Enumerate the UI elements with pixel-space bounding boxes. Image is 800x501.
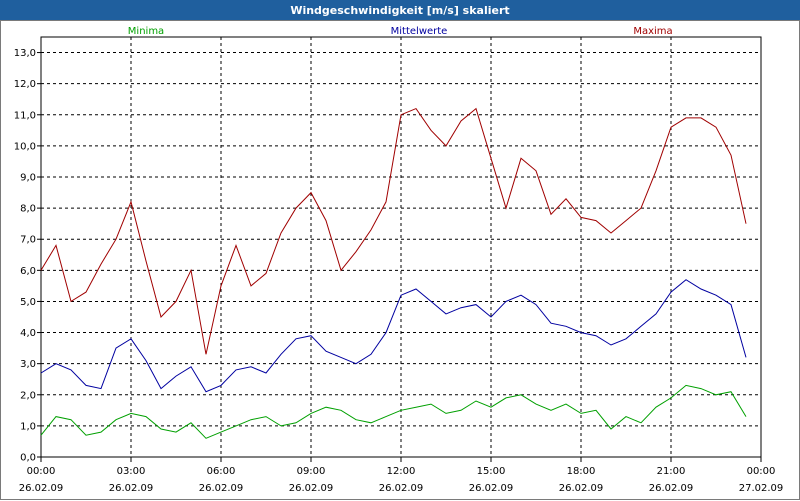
y-tick-label: 11,0 [14,110,36,121]
y-tick-label: 4,0 [20,328,36,339]
y-tick-label: 3,0 [20,359,36,370]
x-tick-date: 26.02.09 [649,483,694,494]
x-tick-time: 18:00 [567,466,596,477]
legend-mittelwerte: Mittelwerte [391,26,448,37]
x-tick-time: 21:00 [657,466,686,477]
y-tick-label: 10,0 [14,141,36,152]
x-tick-date: 26.02.09 [199,483,244,494]
y-tick-label: 2,0 [20,390,36,401]
chart-title: Windgeschwindigkeit [m/s] skaliert [0,0,800,20]
x-tick-time: 09:00 [297,466,326,477]
y-tick-label: 5,0 [20,297,36,308]
x-tick-date: 27.02.09 [739,483,784,494]
legend-minima: Minima [128,26,164,37]
y-tick-label: 12,0 [14,79,36,90]
x-tick-time: 15:00 [477,466,506,477]
y-tick-label: 6,0 [20,266,36,277]
x-tick-date: 26.02.09 [289,483,334,494]
series-line-maxima [40,107,747,355]
y-tick-label: 0,0 [20,453,36,464]
series-line-minima [40,384,747,439]
x-tick-date: 26.02.09 [19,483,64,494]
x-tick-time: 12:00 [387,466,416,477]
y-tick-label: 1,0 [20,421,36,432]
line-chart: 0,0 1,0 2,0 3,0 4,0 5,0 6,0 7,0 8,0 9,0 10,0 11,0 12… [14,26,784,494]
x-tick-time: 03:00 [117,466,146,477]
y-tick-label: 13,0 [14,48,36,59]
series-line-mittelwerte [40,279,747,393]
y-tick-label: 9,0 [20,173,36,184]
x-tick-date: 26.02.09 [469,483,514,494]
chart-panel: 0,0 1,0 2,0 3,0 4,0 5,0 6,0 7,0 8,0 9,0 10,0 11,0 12… [0,20,800,500]
y-tick-label: 8,0 [20,204,36,215]
legend-maxima: Maxima [633,26,672,37]
x-tick-time: 00:00 [27,466,56,477]
y-tick-label: 7,0 [20,235,36,246]
x-tick-time: 00:00 [747,466,776,477]
x-tick-time: 06:00 [207,466,236,477]
x-tick-date: 26.02.09 [109,483,154,494]
x-tick-date: 26.02.09 [559,483,604,494]
x-tick-date: 26.02.09 [379,483,424,494]
